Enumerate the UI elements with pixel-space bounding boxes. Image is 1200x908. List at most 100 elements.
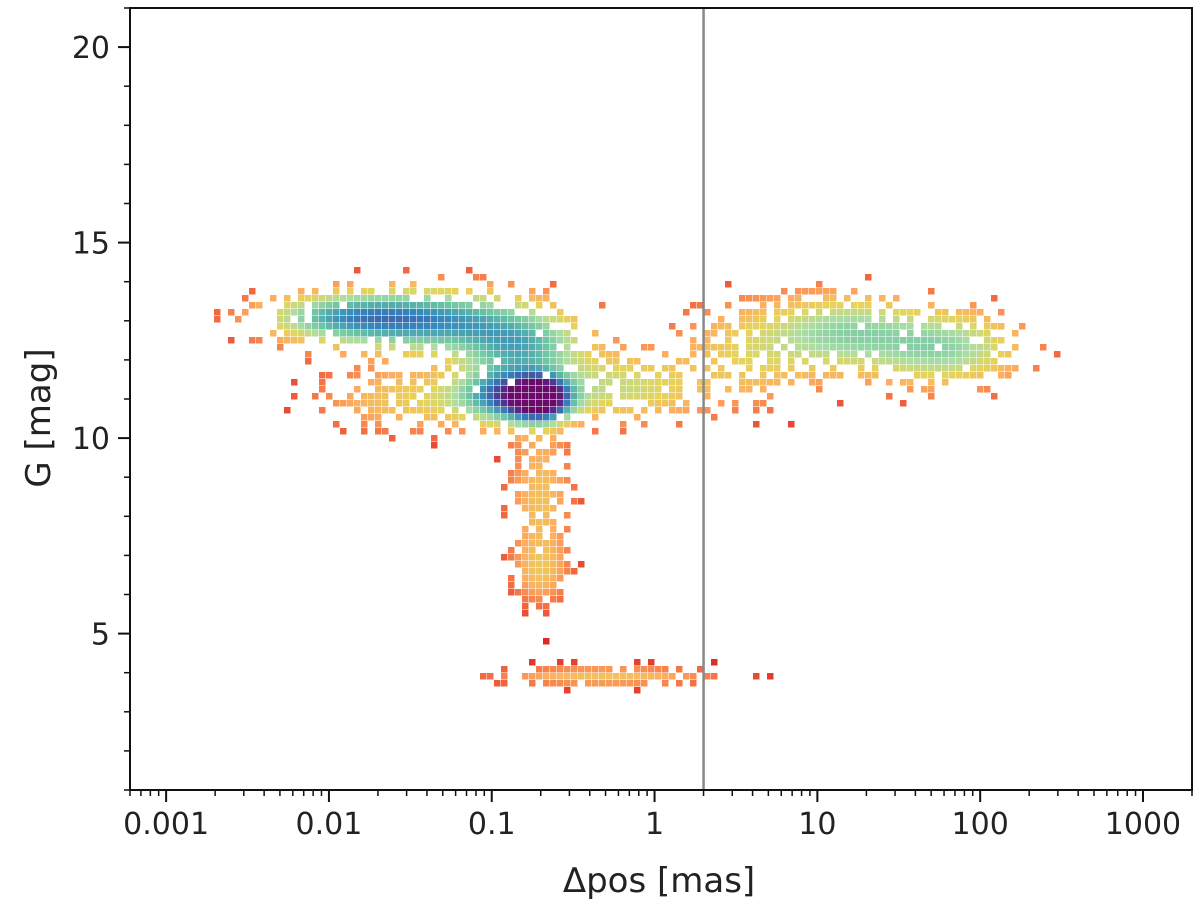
density-cell (669, 400, 676, 407)
density-cell (844, 358, 851, 365)
density-cell (746, 358, 753, 365)
density-cell (298, 309, 305, 316)
density-cell (578, 666, 585, 673)
density-cell (753, 673, 760, 680)
density-cell (543, 288, 550, 295)
density-cell (284, 295, 291, 302)
density-cell (438, 386, 445, 393)
density-cell (550, 421, 557, 428)
density-cell (508, 344, 515, 351)
density-cell (767, 295, 774, 302)
density-cell (746, 351, 753, 358)
density-cell (529, 428, 536, 435)
density-cell (529, 365, 536, 372)
density-cell (816, 386, 823, 393)
density-cell (998, 372, 1005, 379)
density-cell (942, 372, 949, 379)
density-cell (620, 680, 627, 687)
density-cell (669, 386, 676, 393)
density-cell (592, 407, 599, 414)
density-cell (536, 491, 543, 498)
density-cell (305, 330, 312, 337)
density-cell (956, 330, 963, 337)
density-cell (578, 498, 585, 505)
density-cell (732, 400, 739, 407)
density-cell (662, 673, 669, 680)
density-cell (578, 365, 585, 372)
x-tick-label: 0.01 (296, 807, 363, 842)
density-cell (361, 428, 368, 435)
density-cell (564, 449, 571, 456)
density-cell (550, 407, 557, 414)
density-cell (333, 400, 340, 407)
density-cell (634, 393, 641, 400)
density-cell (753, 351, 760, 358)
density-cell (627, 393, 634, 400)
density-cell (466, 379, 473, 386)
density-cell (459, 309, 466, 316)
density-cell (795, 295, 802, 302)
density-cell (557, 596, 564, 603)
density-cell (781, 330, 788, 337)
density-cell (389, 295, 396, 302)
density-cell (473, 365, 480, 372)
density-cell (795, 323, 802, 330)
density-cell (389, 288, 396, 295)
density-cell (900, 351, 907, 358)
density-cell (529, 575, 536, 582)
density-cell (536, 379, 543, 386)
density-cell (543, 561, 550, 568)
density-cell (774, 372, 781, 379)
density-cell (543, 323, 550, 330)
density-cell (529, 477, 536, 484)
density-cell (480, 428, 487, 435)
density-cell (508, 400, 515, 407)
density-cell (557, 337, 564, 344)
density-cell (578, 386, 585, 393)
density-cell (333, 309, 340, 316)
density-cell (795, 372, 802, 379)
density-cell (865, 302, 872, 309)
density-cell (550, 666, 557, 673)
density-cell (921, 358, 928, 365)
density-cell (529, 351, 536, 358)
density-cell (326, 372, 333, 379)
density-cell (480, 330, 487, 337)
density-cell (466, 309, 473, 316)
density-cell (403, 330, 410, 337)
density-cell (956, 351, 963, 358)
density-cell (522, 316, 529, 323)
density-cell (277, 344, 284, 351)
density-cell (347, 309, 354, 316)
density-cell (970, 330, 977, 337)
density-cell (536, 414, 543, 421)
density-cell (410, 302, 417, 309)
density-cell (529, 379, 536, 386)
density-cell (851, 358, 858, 365)
density-cell (886, 379, 893, 386)
density-cell (536, 484, 543, 491)
density-cell (704, 365, 711, 372)
density-cell (508, 309, 515, 316)
density-cell (956, 372, 963, 379)
density-cell (578, 379, 585, 386)
density-cell (970, 323, 977, 330)
density-cell (816, 351, 823, 358)
density-cell (403, 386, 410, 393)
density-cell (480, 414, 487, 421)
density-cell (410, 323, 417, 330)
density-cell (760, 330, 767, 337)
density-cell (851, 316, 858, 323)
density-cell (690, 673, 697, 680)
density-cell (536, 400, 543, 407)
density-cell (599, 379, 606, 386)
density-cell (431, 337, 438, 344)
density-cell (529, 421, 536, 428)
density-cell (788, 323, 795, 330)
density-cell (368, 400, 375, 407)
density-cell (599, 400, 606, 407)
density-cell (424, 288, 431, 295)
density-cell (501, 330, 508, 337)
density-cell (879, 344, 886, 351)
density-cell (928, 393, 935, 400)
